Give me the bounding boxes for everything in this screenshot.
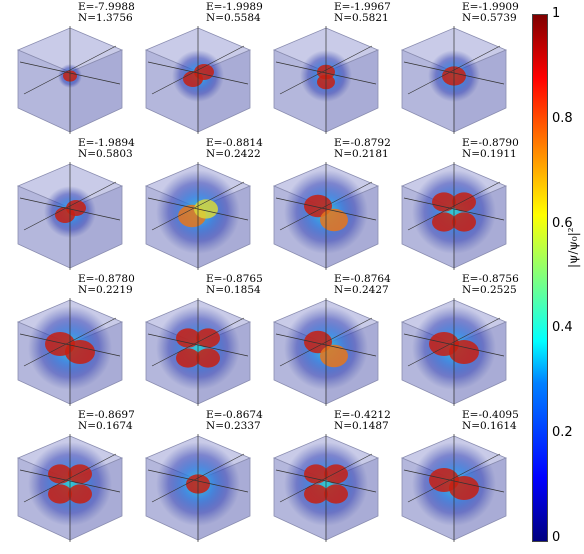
density-lobe — [432, 212, 456, 232]
cube-render — [144, 26, 252, 134]
energy-label: E=-0.8765 — [206, 273, 263, 285]
cube-render — [144, 434, 252, 542]
cube-render — [400, 26, 508, 134]
energy-label: E=-0.8756 — [462, 273, 519, 285]
energy-label: E=-0.8790 — [462, 137, 519, 149]
norm-label: N=0.5739 — [462, 12, 517, 24]
energy-label: E=-0.8674 — [206, 409, 263, 421]
cube-render — [272, 162, 380, 270]
density-lobe — [68, 484, 92, 504]
norm-label: N=0.1854 — [206, 284, 261, 296]
energy-label: E=-1.9989 — [206, 1, 263, 13]
norm-label: N=0.1911 — [462, 148, 517, 160]
panel-7: E=-0.8792 N=0.2181 — [264, 138, 394, 274]
panel-16: E=-0.4095 N=0.1614 — [392, 410, 522, 546]
density-lobe — [176, 348, 200, 368]
cube-render — [16, 26, 124, 134]
energy-label: E=-0.4095 — [462, 409, 519, 421]
cube-render — [272, 434, 380, 542]
density-lobe — [320, 344, 348, 368]
colorbar — [532, 14, 548, 542]
colorbar-tick-1: 1 — [552, 6, 561, 21]
panel-4: E=-1.9909 N=0.5739 — [392, 2, 522, 138]
colorbar-label: |ψ/ψ₀|² — [566, 227, 580, 268]
density-lobe — [196, 328, 220, 348]
density-lobe — [65, 340, 95, 364]
energy-label: E=-0.8792 — [334, 137, 391, 149]
density-lobe — [452, 212, 476, 232]
density-lobe — [176, 328, 200, 348]
density-lobe — [320, 208, 348, 232]
panel-13: E=-0.8697 N=0.1674 — [8, 410, 138, 546]
colorbar-tick-0.2: 0.2 — [552, 425, 573, 440]
energy-label: E=-0.8780 — [78, 273, 135, 285]
norm-label: N=0.2422 — [206, 148, 261, 160]
norm-label: N=0.2219 — [78, 284, 133, 296]
cube-render — [16, 162, 124, 270]
norm-label: N=0.5584 — [206, 12, 261, 24]
norm-label: N=0.2181 — [334, 148, 389, 160]
energy-label: E=-0.8764 — [334, 273, 391, 285]
colorbar-tick-0: 0 — [552, 530, 561, 545]
density-lobe — [194, 199, 218, 219]
norm-label: N=0.1487 — [334, 420, 389, 432]
density-lobe — [196, 348, 220, 368]
energy-label: E=-1.9909 — [462, 1, 519, 13]
density-lobe — [432, 192, 456, 212]
density-lobe — [304, 464, 328, 484]
colorbar-tick-0.8: 0.8 — [552, 111, 573, 126]
cube-render — [16, 434, 124, 542]
norm-label: N=1.3756 — [78, 12, 133, 24]
panel-1: E=-7.9988 N=1.3756 — [8, 2, 138, 138]
energy-label: E=-1.9967 — [334, 1, 391, 13]
cube-render — [272, 26, 380, 134]
density-lobe — [66, 200, 86, 216]
energy-label: E=-0.8697 — [78, 409, 135, 421]
energy-label: E=-0.4212 — [334, 409, 391, 421]
panel-2: E=-1.9989 N=0.5584 — [136, 2, 266, 138]
norm-label: N=0.2427 — [334, 284, 389, 296]
density-lobe — [194, 64, 214, 80]
panel-3: E=-1.9967 N=0.5821 — [264, 2, 394, 138]
density-lobe — [304, 484, 328, 504]
panel-12: E=-0.8756 N=0.2525 — [392, 274, 522, 410]
norm-label: N=0.2337 — [206, 420, 261, 432]
norm-label: N=0.1674 — [78, 420, 133, 432]
energy-label: E=-1.9894 — [78, 137, 135, 149]
density-lobe — [449, 340, 479, 364]
panel-11: E=-0.8764 N=0.2427 — [264, 274, 394, 410]
density-lobe — [48, 464, 72, 484]
norm-label: N=0.1614 — [462, 420, 517, 432]
panel-14: E=-0.8674 N=0.2337 — [136, 410, 266, 546]
panel-8: E=-0.8790 N=0.1911 — [392, 138, 522, 274]
norm-label: N=0.5821 — [334, 12, 389, 24]
energy-label: E=-0.8814 — [206, 137, 263, 149]
density-lobe — [324, 464, 348, 484]
cube-render — [400, 434, 508, 542]
panel-10: E=-0.8765 N=0.1854 — [136, 274, 266, 410]
panel-9: E=-0.8780 N=0.2219 — [8, 274, 138, 410]
cube-render — [144, 298, 252, 406]
density-lobe — [449, 476, 479, 500]
cube-render — [400, 162, 508, 270]
cube-render — [400, 298, 508, 406]
density-lobe — [48, 484, 72, 504]
density-lobe — [324, 484, 348, 504]
panel-6: E=-0.8814 N=0.2422 — [136, 138, 266, 274]
density-lobe — [452, 192, 476, 212]
cube-render — [144, 162, 252, 270]
cube-render — [272, 298, 380, 406]
panel-15: E=-0.4212 N=0.1487 — [264, 410, 394, 546]
density-lobe — [68, 464, 92, 484]
colorbar-tick-0.6: 0.6 — [552, 216, 573, 231]
energy-label: E=-7.9988 — [78, 1, 135, 13]
cube-render — [16, 298, 124, 406]
norm-label: N=0.2525 — [462, 284, 517, 296]
panel-5: E=-1.9894 N=0.5803 — [8, 138, 138, 274]
colorbar-tick-0.4: 0.4 — [552, 320, 573, 335]
norm-label: N=0.5803 — [78, 148, 133, 160]
